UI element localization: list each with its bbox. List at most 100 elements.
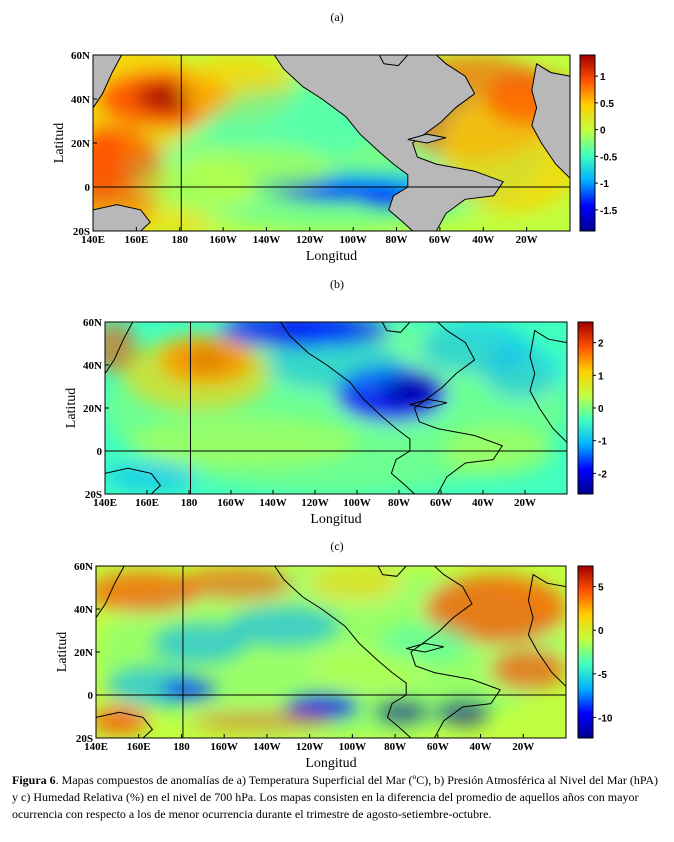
figure-caption: Figura 6. Mapas compuestos de anomalías … — [12, 772, 664, 823]
map-field — [93, 55, 570, 231]
panel-b-label: (b) — [330, 277, 344, 291]
lon-tick-label: 120W — [296, 741, 324, 753]
y-axis-title: Latitud — [52, 123, 67, 163]
lon-tick-label: 120W — [296, 234, 324, 246]
lon-tick-label: 160W — [217, 497, 245, 509]
lon-tick-label: 100W — [339, 741, 367, 753]
coastline-2 — [529, 329, 567, 444]
caption-text: . Mapas compuestos de anomalías de a) Te… — [12, 773, 659, 821]
lon-tick-label: 20W — [516, 234, 538, 246]
lat-tick-label: 0 — [88, 690, 94, 702]
map-field — [96, 566, 566, 738]
lon-tick-label: 40W — [472, 497, 494, 509]
lon-tick-label: 160E — [124, 234, 148, 246]
colorbar-tick-label: 0 — [598, 404, 604, 415]
lon-tick-label: 100W — [343, 497, 371, 509]
lon-tick-label: 80W — [388, 497, 410, 509]
colorbar-tick-label: 5 — [598, 583, 604, 594]
lat-tick-label: 60N — [71, 50, 90, 62]
lon-tick-label: 80W — [384, 741, 406, 753]
coastline-1 — [409, 398, 448, 409]
panel-b: (b) 60N 40N 20N 0 20S 140E 160E 180 160W 140W 120W… — [64, 277, 607, 527]
colorbar-tick-label: -2 — [598, 469, 607, 480]
coastline-3 — [96, 566, 125, 619]
lon-tick-label: 140E — [81, 234, 105, 246]
colorbar-tick-label: 0 — [600, 126, 606, 137]
lat-tick-label: 0 — [97, 446, 103, 458]
lon-tick-label: 160E — [135, 497, 159, 509]
coastline-1 — [406, 642, 444, 653]
coastline-5 — [378, 55, 409, 67]
coastline-4 — [96, 711, 154, 738]
colorbar-tick-label: 0.5 — [600, 99, 614, 110]
coastline-5 — [381, 322, 411, 333]
coastline-3 — [105, 322, 134, 375]
colorbar-tick-label: -1.5 — [600, 206, 618, 217]
lon-tick-label: 140W — [259, 497, 287, 509]
coastline-4 — [93, 204, 151, 231]
lon-tick-label: 20W — [514, 497, 536, 509]
panel-c: (c) 60N 40N 20N 0 20S 140E 160E 180 160W 140W 120W… — [55, 539, 613, 771]
colorbar-tick-label: 0 — [598, 626, 604, 637]
coastline-2 — [531, 62, 570, 179]
lon-tick-label: 140W — [253, 741, 281, 753]
panel-a: (a) 60N 40N 20N 0 20S 140E 160E 180 160W 140W 120W… — [0, 0, 674, 270]
caption-figure-number: Figura 6 — [12, 773, 56, 787]
lon-tick-label: 160W — [209, 234, 237, 246]
y-axis-title: Latitud — [55, 632, 70, 672]
colorbar-tick-label: 1 — [600, 72, 606, 83]
lat-tick-label: 20N — [71, 138, 90, 150]
lon-tick-label: 180 — [171, 234, 188, 246]
lat-tick-label: 60N — [83, 317, 102, 329]
lat-tick-label: 20N — [74, 647, 93, 659]
coastline-1 — [407, 133, 447, 144]
colorbar-tick-label: -0.5 — [600, 152, 618, 163]
lon-tick-label: 120W — [301, 497, 329, 509]
y-axis-title: Latitud — [64, 388, 79, 428]
lon-tick-label: 60W — [429, 234, 451, 246]
coastline-3 — [93, 55, 123, 109]
lon-tick-label: 140E — [84, 741, 108, 753]
lon-tick-label: 140E — [93, 497, 117, 509]
lon-tick-label: 160E — [127, 741, 151, 753]
lon-tick-label: 40W — [470, 741, 492, 753]
colorbar-tick-label: -1 — [600, 179, 609, 190]
lon-tick-label: 80W — [386, 234, 408, 246]
coastline-5 — [377, 566, 407, 577]
colorbar — [579, 54, 596, 232]
x-axis-title: Longitud — [306, 249, 357, 264]
lon-tick-label: 140W — [253, 234, 281, 246]
lon-tick-label: 160W — [210, 741, 238, 753]
colorbar-tick-label: 1 — [598, 371, 604, 382]
coastline-4 — [105, 467, 162, 494]
lat-tick-label: 20S — [85, 489, 102, 501]
lon-tick-label: 180 — [173, 741, 190, 753]
lat-tick-label: 20N — [83, 403, 102, 415]
colorbar-tick-label: -5 — [598, 670, 607, 681]
lon-tick-label: 180 — [181, 497, 198, 509]
colorbar-tick-label: -1 — [598, 437, 607, 448]
lon-tick-label: 60W — [427, 741, 449, 753]
lon-tick-label: 100W — [339, 234, 367, 246]
colorbar-tick-label: 2 — [598, 339, 604, 350]
x-axis-title: Longitud — [305, 756, 356, 771]
lon-tick-label: 60W — [430, 497, 452, 509]
colorbar — [577, 565, 594, 739]
x-axis-title: Longitud — [310, 512, 361, 527]
coastline-0 — [279, 322, 504, 494]
coastline-0 — [273, 566, 501, 738]
lat-tick-label: 60N — [74, 561, 93, 573]
lat-tick-label: 40N — [83, 360, 102, 372]
lon-tick-label: 40W — [472, 234, 494, 246]
lat-tick-label: 40N — [71, 94, 90, 106]
lat-tick-label: 40N — [74, 604, 93, 616]
map-field — [105, 322, 567, 494]
coastline-2 — [527, 573, 566, 688]
lon-tick-label: 20W — [512, 741, 534, 753]
colorbar-tick-label: -10 — [598, 713, 613, 724]
panel-a-label: (a) — [330, 10, 344, 24]
panel-c-label: (c) — [330, 539, 344, 553]
